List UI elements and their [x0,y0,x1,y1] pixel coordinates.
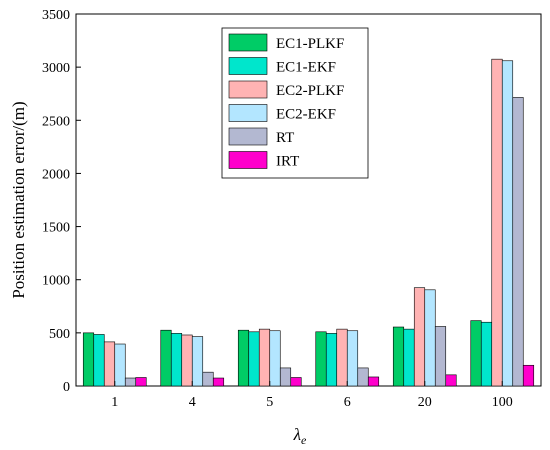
x-axis-title-main: λ [293,425,301,444]
y-tick-label: 3000 [42,61,70,76]
bar-rt-6 [357,367,369,387]
bar-irt-5 [290,377,302,387]
legend-label: RT [276,130,294,146]
bar-irt-20 [445,374,457,387]
bar-ec1-plkf-1 [82,332,95,387]
y-tick-label: 2000 [42,167,70,182]
x-tick-label: 1 [111,395,118,410]
bar-ec2-plkf-1 [103,341,116,387]
bar-ec1-ekf-6 [325,333,338,387]
bar-ec2-plkf-6 [336,328,348,387]
legend-swatch [228,151,268,169]
bar-ec2-ekf-100 [501,60,514,387]
bar-ec2-ekf-4 [191,336,204,387]
bar-ec2-ekf-6 [346,330,359,387]
bar-rt-5 [279,367,292,387]
bar-ec1-plkf-20 [392,326,405,387]
y-tick-label: 3500 [42,8,70,23]
x-axis: 1 4 5 6 20 100 [111,381,513,410]
bar-rt-20 [434,326,447,387]
x-tick-label: 5 [266,395,273,410]
legend-swatch [228,80,268,99]
bar-irt-6 [367,376,380,387]
legend-swatch [228,104,268,122]
y-tick-label: 0 [63,380,70,395]
bar-ec2-ekf-1 [114,343,126,387]
plot-frame [75,13,542,387]
bar-ec1-ekf-100 [480,321,493,387]
bar-ec1-plkf-100 [470,320,482,387]
legend-label: EC2-PLKF [276,83,344,99]
bar-ec2-plkf-5 [258,328,271,387]
bar-ec1-plkf-5 [237,329,250,387]
legend-label: EC1-PLKF [276,36,344,52]
y-tick-label: 2500 [42,114,70,129]
bar-ec1-plkf-6 [315,331,327,387]
x-axis-title-subscript: e [301,433,307,447]
legend-swatch [228,57,268,75]
x-tick-label: 4 [189,395,196,410]
y-tick-label: 500 [49,327,70,342]
y-tick-label: 1500 [42,221,70,236]
legend: EC1-PLKF EC1-EKF EC2-PLKF EC2-EKF RT IRT [221,27,369,179]
bar-ec2-ekf-5 [269,330,281,387]
x-axis-title: λe [293,425,307,447]
x-tick-label: 20 [418,395,432,410]
y-tick-label: 1000 [42,274,70,289]
bar-ec1-ekf-4 [170,333,183,387]
bar-rt-4 [202,371,214,387]
legend-swatch [228,33,268,52]
legend-label: IRT [276,154,299,170]
bar-ec1-ekf-5 [248,331,260,387]
x-tick-label: 6 [344,395,351,410]
bar-ec1-ekf-20 [403,328,415,387]
legend-label: EC1-EKF [276,60,336,76]
bar-ec1-ekf-1 [93,334,105,387]
legend-label: EC2-EKF [276,107,336,123]
bar-rt-100 [512,97,524,387]
bar-ec2-plkf-100 [491,58,503,387]
bar-rt-1 [124,377,137,387]
bar-ec2-plkf-20 [413,287,426,387]
bar-ec1-plkf-4 [160,329,172,387]
bar-ec2-ekf-20 [424,289,436,387]
bar-ec2-plkf-4 [181,334,193,387]
legend-swatch [228,127,268,146]
y-axis: 0 500 1000 1500 2000 2500 3000 3500 [42,8,81,395]
x-tick-label: 100 [492,395,513,410]
y-axis-title: Position estimation error/(m) [9,101,28,298]
bar-irt-100 [522,364,535,387]
bar-irt-4 [212,377,225,387]
bars-group [82,58,535,387]
plot-area [75,13,542,387]
bar-irt-1 [135,377,147,387]
